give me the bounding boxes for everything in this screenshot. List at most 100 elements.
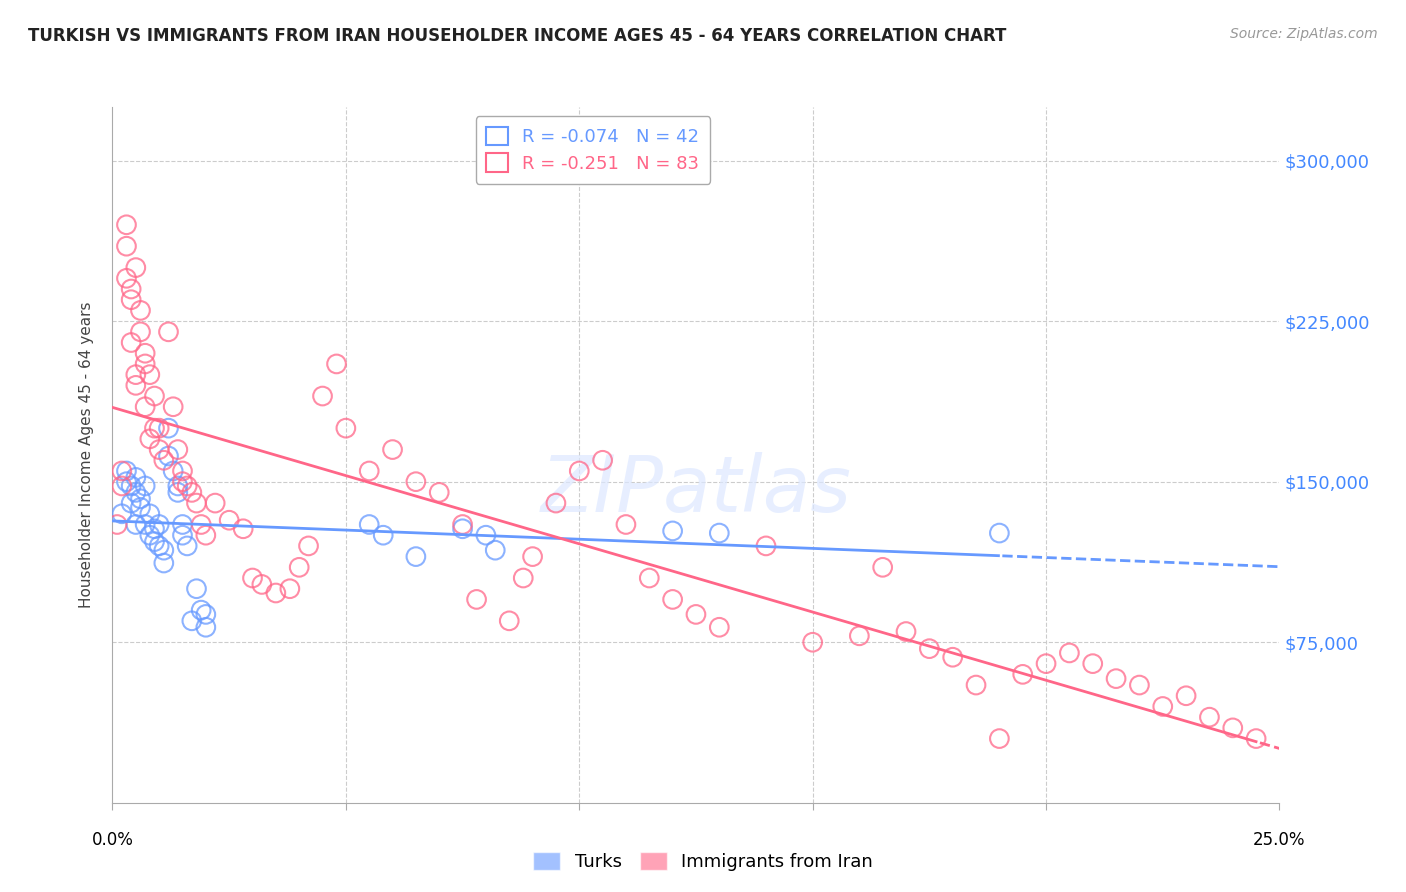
Point	[405, 475, 427, 489]
Point	[1152, 699, 1174, 714]
Point	[544, 496, 567, 510]
Point	[120, 335, 142, 350]
Point	[111, 479, 134, 493]
Point	[139, 507, 162, 521]
Text: 25.0%: 25.0%	[1253, 830, 1306, 848]
Point	[120, 479, 142, 493]
Point	[125, 378, 148, 392]
Point	[120, 293, 142, 307]
Point	[801, 635, 824, 649]
Point	[755, 539, 778, 553]
Point	[942, 650, 965, 665]
Point	[115, 239, 138, 253]
Point	[111, 507, 134, 521]
Point	[451, 522, 474, 536]
Point	[186, 582, 208, 596]
Point	[373, 528, 395, 542]
Point	[522, 549, 544, 564]
Point	[872, 560, 894, 574]
Point	[194, 620, 217, 634]
Point	[614, 517, 637, 532]
Point	[278, 582, 301, 596]
Point	[427, 485, 450, 500]
Point	[242, 571, 264, 585]
Point	[405, 549, 427, 564]
Point	[180, 485, 202, 500]
Point	[105, 517, 128, 532]
Point	[1059, 646, 1081, 660]
Point	[1198, 710, 1220, 724]
Point	[153, 556, 176, 570]
Point	[129, 491, 152, 506]
Point	[451, 517, 474, 532]
Point	[143, 389, 166, 403]
Point	[115, 271, 138, 285]
Point	[157, 449, 180, 463]
Point	[129, 325, 152, 339]
Point	[498, 614, 520, 628]
Point	[172, 475, 194, 489]
Y-axis label: Householder Income Ages 45 - 64 years: Householder Income Ages 45 - 64 years	[79, 301, 94, 608]
Point	[359, 517, 381, 532]
Text: ZIPatlas: ZIPatlas	[540, 451, 852, 528]
Point	[311, 389, 333, 403]
Point	[180, 614, 202, 628]
Point	[1222, 721, 1244, 735]
Point	[250, 577, 273, 591]
Point	[134, 479, 156, 493]
Point	[172, 464, 194, 478]
Point	[153, 543, 176, 558]
Point	[176, 479, 198, 493]
Point	[204, 496, 226, 510]
Point	[143, 421, 166, 435]
Point	[512, 571, 534, 585]
Point	[918, 641, 941, 656]
Point	[134, 357, 156, 371]
Point	[125, 470, 148, 484]
Point	[325, 357, 347, 371]
Point	[148, 539, 170, 553]
Point	[661, 592, 683, 607]
Point	[484, 543, 506, 558]
Point	[190, 517, 212, 532]
Point	[125, 260, 148, 275]
Text: TURKISH VS IMMIGRANTS FROM IRAN HOUSEHOLDER INCOME AGES 45 - 64 YEARS CORRELATIO: TURKISH VS IMMIGRANTS FROM IRAN HOUSEHOL…	[28, 27, 1007, 45]
Point	[162, 400, 184, 414]
Point	[120, 496, 142, 510]
Text: 0.0%: 0.0%	[91, 830, 134, 848]
Point	[162, 464, 184, 478]
Point	[232, 522, 254, 536]
Point	[139, 528, 162, 542]
Point	[129, 303, 152, 318]
Point	[685, 607, 707, 622]
Point	[475, 528, 498, 542]
Point	[125, 368, 148, 382]
Point	[592, 453, 614, 467]
Point	[139, 368, 162, 382]
Legend: Turks, Immigrants from Iran: Turks, Immigrants from Iran	[526, 845, 880, 879]
Point	[153, 453, 176, 467]
Point	[194, 607, 217, 622]
Point	[125, 485, 148, 500]
Point	[166, 485, 188, 500]
Point	[381, 442, 404, 457]
Point	[288, 560, 311, 574]
Point	[115, 464, 138, 478]
Point	[172, 528, 194, 542]
Point	[194, 528, 217, 542]
Point	[465, 592, 488, 607]
Point	[1081, 657, 1104, 671]
Point	[111, 464, 134, 478]
Point	[148, 421, 170, 435]
Text: Source: ZipAtlas.com: Source: ZipAtlas.com	[1230, 27, 1378, 41]
Point	[139, 432, 162, 446]
Point	[965, 678, 987, 692]
Point	[218, 513, 240, 527]
Point	[264, 586, 287, 600]
Point	[297, 539, 319, 553]
Point	[143, 522, 166, 536]
Point	[1175, 689, 1198, 703]
Point	[176, 539, 198, 553]
Point	[134, 517, 156, 532]
Point	[359, 464, 381, 478]
